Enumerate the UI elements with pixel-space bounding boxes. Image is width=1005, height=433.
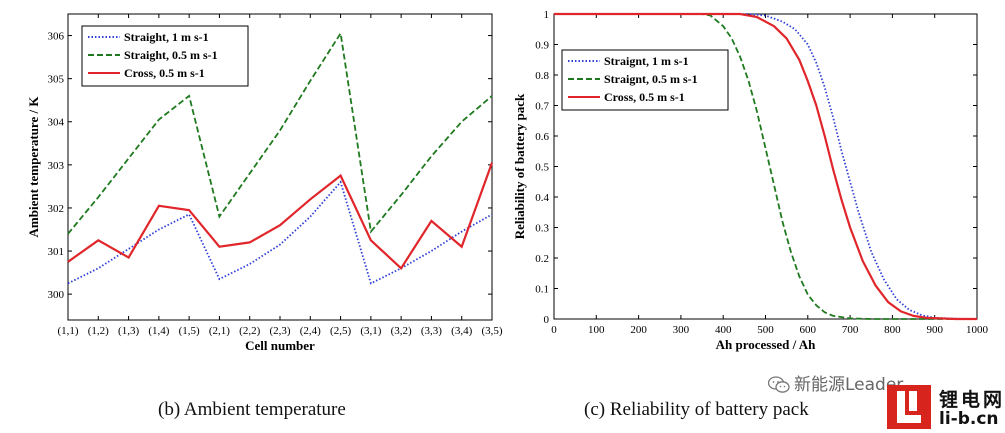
c-y-tick-label: 0.3 — [535, 223, 549, 235]
b-x-tick-label: (2,4) — [300, 325, 321, 337]
c-x-tick-label: 100 — [588, 324, 605, 336]
c-x-tick-label: 600 — [800, 324, 817, 336]
c-y-tick-label: 0.6 — [535, 131, 549, 143]
c-legend-label: Straignt, 0.5 m s-1 — [604, 72, 698, 86]
c-y-axis-label: Reliability of battery pack — [512, 93, 527, 239]
c-series-line — [554, 13, 978, 320]
b-x-tick-label: (1,1) — [57, 325, 78, 337]
b-x-tick-label: (2,2) — [239, 325, 260, 337]
b-y-tick-label: 300 — [48, 289, 65, 301]
b-x-tick-label: (3,3) — [421, 325, 442, 337]
reliability-chart: 0 100 200 300 400 500 600 700 800 900 1000 0 0.1 0.2 0… — [512, 9, 989, 352]
wechat-icon — [768, 376, 790, 393]
c-x-tick-label: 700 — [842, 324, 859, 336]
c-x-tick-label: 500 — [757, 324, 774, 336]
c-y-tick-label: 0.7 — [535, 101, 549, 113]
b-x-tick-label: (2,1) — [209, 325, 230, 337]
c-y-tick-label: 0.9 — [535, 40, 549, 52]
c-x-tick-label: 0 — [551, 324, 557, 336]
c-legend-label: Straignt, 1 m s-1 — [604, 54, 689, 68]
c-y-tick-label: 0 — [544, 314, 550, 326]
b-legend-label: Cross, 0.5 m s-1 — [124, 66, 205, 80]
c-x-tick-label: 300 — [673, 324, 690, 336]
b-y-tick-label: 302 — [48, 203, 65, 215]
c-y-tick-label: 0.5 — [535, 162, 549, 174]
b-series-line — [67, 30, 493, 235]
caption-reliability: (c) Reliability of battery pack — [584, 399, 809, 420]
b-y-tick-label: 301 — [48, 246, 65, 258]
c-x-tick-label: 400 — [715, 324, 732, 336]
b-series-line — [67, 162, 494, 271]
b-x-tick-label: (3,2) — [391, 325, 412, 337]
c-y-tick-label: 0.8 — [535, 70, 549, 82]
c-x-tick-label: 800 — [884, 324, 901, 336]
b-y-tick-label: 304 — [48, 117, 65, 129]
c-y-tick-label: 0.2 — [535, 253, 549, 265]
b-y-tick-label: 303 — [48, 160, 65, 172]
c-series-line — [554, 13, 977, 320]
c-series-line — [554, 12, 977, 321]
b-legend-label: Straight, 0.5 m s-1 — [124, 48, 218, 62]
caption-ambient-temperature: (b) Ambient temperature — [158, 399, 346, 420]
b-legend-label: Straight, 1 m s-1 — [124, 30, 209, 44]
b-y-axis-label: Ambient temperature / K — [26, 96, 41, 238]
c-legend-label: Cross, 0.5 m s-1 — [604, 90, 685, 104]
b-y-tick-label: 306 — [48, 31, 65, 43]
logo: 锂电网 li-b.cn — [887, 385, 1005, 433]
b-x-tick-label: (2,5) — [330, 325, 351, 337]
c-x-tick-label: 200 — [630, 324, 647, 336]
c-y-tick-label: 0.4 — [535, 192, 549, 204]
watermark: 新能源Leader — [768, 370, 903, 395]
b-x-tick-label: (3,1) — [360, 325, 381, 337]
c-y-tick-label: 1 — [544, 9, 550, 21]
logo-chinese-text: 锂电网 — [939, 389, 1005, 411]
c-x-axis-label: Ah processed / Ah — [716, 337, 817, 352]
b-x-axis-label: Cell number — [245, 338, 315, 353]
watermark-text: 新能源Leader — [794, 375, 904, 395]
c-y-tick-label: 0.1 — [535, 284, 549, 296]
b-x-tick-label: (3,4) — [451, 325, 472, 337]
ambient-temperature-chart: (1,1) (1,2) (1,3) (1,4) (1,5) (2,1) (2,2) (2,3)… — [26, 13, 503, 353]
b-x-tick-label: (1,3) — [118, 325, 139, 337]
c-x-tick-label: 1000 — [966, 324, 989, 336]
b-y-tick-label: 305 — [48, 74, 65, 86]
b-x-tick-label: (2,3) — [269, 325, 290, 337]
b-series-line — [67, 180, 493, 285]
c-x-tick-label: 900 — [926, 324, 943, 336]
b-x-tick-label: (1,2) — [88, 325, 109, 337]
logo-domain-text: li-b.cn — [939, 409, 999, 429]
b-x-tick-label: (1,4) — [148, 325, 169, 337]
b-x-tick-label: (1,5) — [179, 325, 200, 337]
logo-mark — [887, 385, 931, 429]
logo-letter-mark — [897, 391, 921, 423]
b-x-tick-label: (3,5) — [481, 325, 502, 337]
